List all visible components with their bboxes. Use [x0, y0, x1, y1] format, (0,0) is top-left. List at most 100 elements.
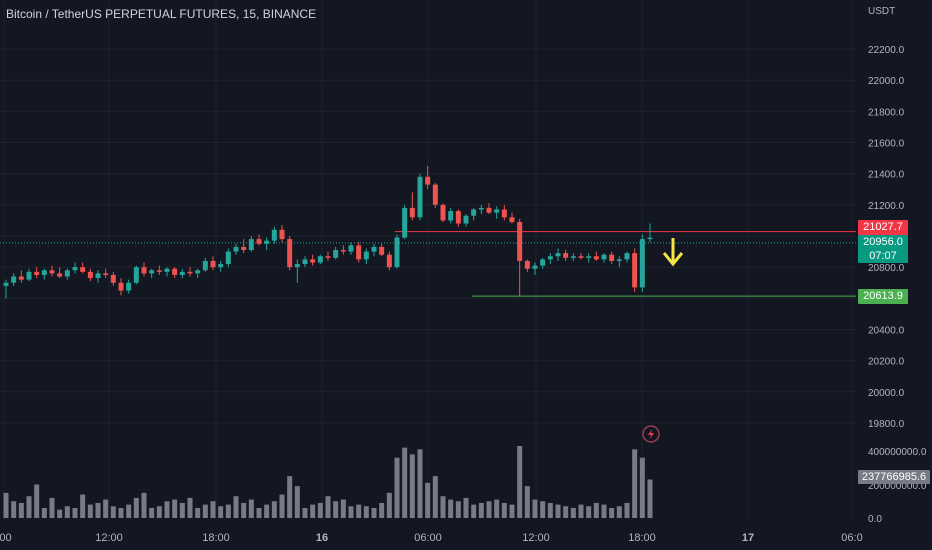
- candle-body: [379, 246, 385, 255]
- volume-bar: [279, 494, 285, 518]
- time-tick-label: :00: [0, 532, 12, 544]
- volume-bar: [49, 497, 55, 518]
- candle-body: [647, 237, 653, 240]
- candle-body: [72, 267, 78, 271]
- time-tick-label: 18:00: [628, 532, 656, 544]
- time-tick-label: 17: [742, 532, 754, 544]
- volume-bar: [555, 504, 561, 518]
- candle-body: [310, 259, 316, 263]
- price-tick-label: 21800.0: [868, 107, 905, 118]
- time-tick-label: 12:00: [95, 532, 123, 544]
- volume-bar: [271, 501, 277, 518]
- candle-body: [118, 282, 124, 291]
- horizontal-lines: [0, 231, 856, 297]
- volume-bar: [463, 497, 469, 518]
- volume-bar: [609, 507, 615, 518]
- chart-title: Bitcoin / TetherUS PERPETUAL FUTURES, 15…: [6, 7, 317, 21]
- lightning-icon[interactable]: [642, 425, 660, 443]
- volume-bar: [340, 499, 346, 518]
- volume-bar: [325, 496, 331, 518]
- volume-bar: [379, 502, 385, 518]
- candle-body: [126, 282, 132, 291]
- candle-body: [517, 221, 523, 261]
- volume-bar: [517, 445, 523, 518]
- price-tick-label: 21600.0: [868, 139, 905, 150]
- candle-body: [80, 267, 86, 272]
- candle-body: [478, 207, 484, 210]
- candles: [3, 165, 653, 299]
- candle-body: [363, 251, 369, 260]
- candle-body: [87, 271, 93, 279]
- candle-body: [486, 207, 492, 213]
- candle-body: [264, 240, 270, 244]
- volume-bar: [156, 506, 162, 518]
- volume-bar: [195, 507, 201, 518]
- last-price: 20956.0: [863, 236, 903, 248]
- candle-body: [18, 276, 24, 280]
- volume-bar: [593, 502, 599, 518]
- candle-body: [409, 207, 415, 218]
- volume-bar: [64, 506, 70, 518]
- candle-body: [64, 270, 70, 277]
- candle-body: [187, 271, 193, 274]
- candle-body: [356, 245, 362, 260]
- volume-bar: [233, 496, 239, 518]
- candle-body: [233, 246, 239, 252]
- volume-bar: [425, 482, 431, 518]
- candle-body: [302, 259, 308, 265]
- candle-body: [394, 237, 400, 268]
- volume-bar: [80, 494, 86, 518]
- volume-bar: [141, 492, 147, 518]
- candle-body: [103, 273, 109, 275]
- candle-body: [524, 260, 530, 269]
- candle-body: [41, 270, 47, 275]
- bar-countdown: 07:07: [869, 250, 897, 262]
- candle-body: [386, 254, 392, 268]
- candle-body: [141, 267, 147, 274]
- candle-body: [256, 239, 262, 244]
- high-line-price-tag: 21027.7: [858, 220, 908, 235]
- volume-bar: [317, 502, 323, 518]
- candle-body: [57, 273, 63, 277]
- volume-tick-label: 400000000.0: [868, 447, 927, 458]
- volume-bar: [95, 502, 101, 518]
- candle-body: [241, 246, 247, 251]
- volume-bar: [133, 497, 139, 518]
- candle-body: [149, 270, 155, 274]
- time-tick-label: 16: [316, 532, 328, 544]
- candle-body: [156, 270, 162, 272]
- candle-body: [563, 253, 569, 258]
- candle-body: [555, 253, 561, 257]
- volume-bar: [333, 501, 339, 518]
- time-tick-label: 18:00: [202, 532, 230, 544]
- low-line-price-tag: 20613.9: [858, 289, 908, 304]
- candle-body: [601, 254, 607, 260]
- volume-bar: [371, 507, 377, 518]
- volume-bar: [87, 504, 93, 518]
- candle-body: [325, 256, 331, 258]
- candle-body: [333, 250, 339, 258]
- candle-body: [448, 211, 454, 221]
- volume-bar: [616, 506, 622, 518]
- candle-body: [271, 229, 277, 241]
- volume-bar: [394, 457, 400, 518]
- candle-body: [455, 211, 461, 224]
- candle-body: [172, 268, 178, 275]
- volume-bar: [570, 507, 576, 518]
- volume-tick-label: 0.0: [868, 514, 882, 525]
- volume-bar: [172, 499, 178, 518]
- volume-bar: [547, 502, 553, 518]
- volume-bar: [310, 504, 316, 518]
- price-tick-label: 20800.0: [868, 263, 905, 274]
- volume-bar: [494, 499, 500, 518]
- volume-bar: [202, 504, 208, 518]
- volume-bar: [103, 499, 109, 518]
- candle-body: [639, 239, 645, 288]
- price-tick-label: 21400.0: [868, 170, 905, 181]
- candle-body: [432, 184, 438, 205]
- candle-body: [586, 256, 592, 258]
- volume-bar: [210, 501, 216, 518]
- volume-bar: [287, 476, 293, 518]
- volume-bar: [218, 506, 224, 518]
